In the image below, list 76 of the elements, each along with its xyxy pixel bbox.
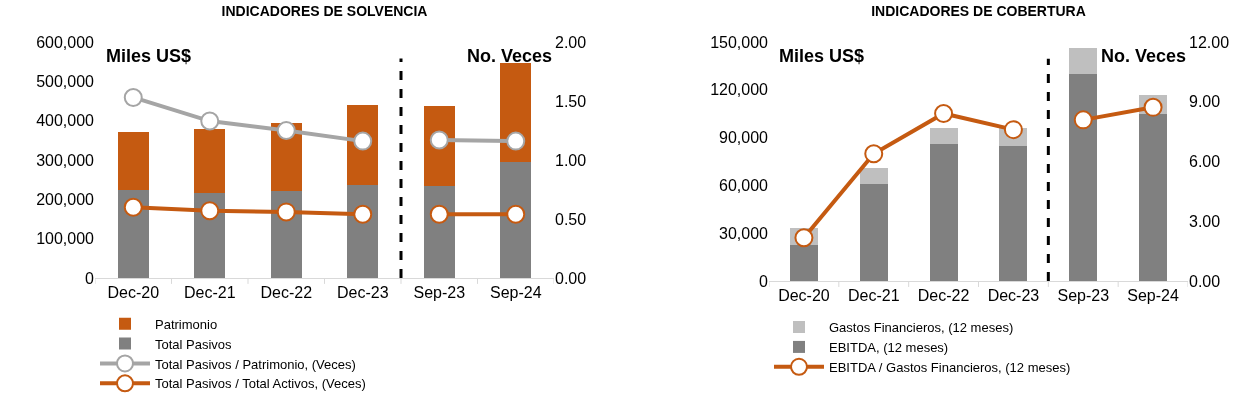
- x-tick-label: Dec-23: [987, 287, 1040, 305]
- bar: [1139, 113, 1168, 281]
- chart-title: INDICADORES DE COBERTURA: [871, 2, 1086, 19]
- point: [353, 204, 373, 224]
- bar: [859, 167, 888, 184]
- legend-label: Gastos Financieros, (12 meses): [829, 320, 1014, 336]
- y-axis-title: Miles US$: [779, 46, 865, 66]
- point: [200, 111, 220, 131]
- point: [200, 201, 220, 221]
- y-tick-label: 0: [85, 269, 95, 287]
- legend-label: Total Pasivos / Patrimonio, (Veces): [155, 356, 356, 372]
- bar: [347, 184, 379, 278]
- y2-tick-label: 1.00: [555, 151, 587, 169]
- y2-tick-label: 0.00: [1189, 272, 1221, 290]
- bar: [789, 245, 818, 281]
- x-tick-label: Dec-22: [260, 284, 313, 302]
- y-tick-label: 600,000: [36, 33, 95, 51]
- y-tick-label: 300,000: [36, 151, 95, 169]
- y-tick-label: 200,000: [36, 190, 95, 208]
- bar: [117, 131, 149, 190]
- y-axis-title: Miles US$: [106, 46, 192, 66]
- legend-label: Patrimonio: [155, 316, 218, 332]
- y2-axis-title: No. Veces: [467, 46, 553, 66]
- legend-label: Total Pasivos / Total Activos, (Veces): [155, 376, 366, 392]
- x-tick-label: Dec-22: [917, 287, 970, 305]
- x-tick-label: Dec-20: [778, 287, 830, 305]
- x-tick-label: Dec-23: [336, 284, 389, 302]
- bar: [500, 162, 532, 278]
- point: [276, 121, 296, 140]
- y-tick-label: 0: [759, 272, 769, 290]
- bar: [500, 62, 532, 163]
- y2-tick-label: 1.50: [555, 92, 587, 110]
- y2-tick-label: 0.50: [555, 210, 587, 228]
- point: [276, 202, 296, 222]
- y-tick-label: 150,000: [710, 33, 769, 51]
- y2-tick-label: 3.00: [1189, 212, 1221, 230]
- point: [506, 204, 526, 224]
- chart-title: INDICADORES DE SOLVENCIA: [221, 2, 428, 19]
- y-tick-label: 400,000: [36, 112, 95, 130]
- point: [794, 228, 814, 248]
- y-tick-label: 30,000: [719, 224, 769, 242]
- legend-label: EBITDA, (12 meses): [829, 339, 949, 355]
- bar: [929, 143, 958, 281]
- y-tick-label: 120,000: [710, 81, 769, 99]
- point: [123, 87, 143, 107]
- x-tick-label: Dec-20: [107, 284, 160, 302]
- bar: [999, 145, 1028, 281]
- point: [429, 204, 449, 224]
- y-tick-label: 90,000: [719, 129, 769, 147]
- legend-label: EBITDA / Gastos Financieros, (12 meses): [829, 359, 1071, 375]
- point: [123, 197, 143, 217]
- y-tick-label: 60,000: [719, 177, 769, 194]
- x-tick-label: Sep-24: [489, 284, 542, 302]
- y2-tick-label: 6.00: [1189, 153, 1221, 171]
- point: [864, 144, 884, 164]
- point: [1003, 120, 1023, 140]
- x-tick-label: Sep-24: [1127, 287, 1179, 305]
- bar: [1069, 73, 1098, 281]
- x-tick-label: Sep-23: [413, 284, 466, 302]
- x-tick-label: Sep-23: [1057, 287, 1110, 305]
- bar: [859, 183, 888, 281]
- y2-tick-label: 2.00: [555, 33, 587, 51]
- bar: [194, 128, 226, 194]
- x-tick-label: Dec-21: [847, 287, 900, 305]
- point: [934, 104, 954, 123]
- y-tick-label: 100,000: [36, 230, 95, 248]
- point: [506, 131, 526, 151]
- bar: [1069, 48, 1098, 74]
- bar: [929, 128, 958, 144]
- y2-tick-label: 9.00: [1189, 93, 1221, 111]
- y2-axis-title: No. Veces: [1101, 46, 1187, 66]
- y2-tick-label: 0.00: [555, 269, 587, 287]
- y2-tick-label: 12.00: [1189, 33, 1230, 51]
- x-tick-label: Dec-21: [183, 284, 236, 302]
- y-tick-label: 500,000: [36, 72, 95, 90]
- legend-label: Total Pasivos: [155, 336, 233, 352]
